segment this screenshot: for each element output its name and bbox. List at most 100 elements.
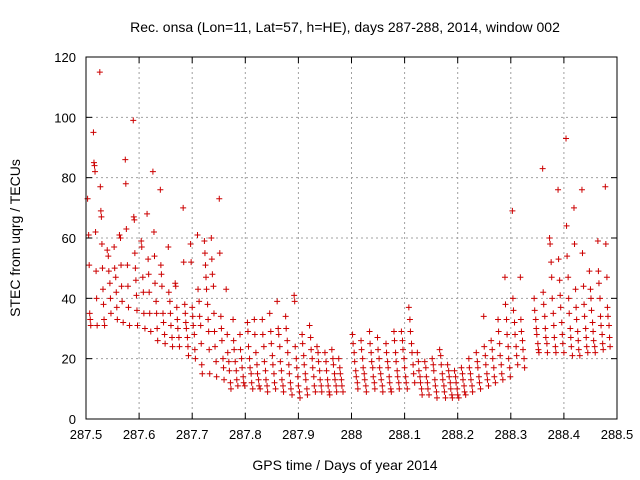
data-point xyxy=(563,222,570,229)
data-point xyxy=(489,355,496,362)
x-tick-label: 287.8 xyxy=(229,427,262,442)
data-point xyxy=(533,325,540,332)
data-point xyxy=(131,216,138,223)
data-point xyxy=(107,295,114,302)
data-point xyxy=(262,367,269,374)
data-point xyxy=(223,286,230,293)
data-point xyxy=(390,328,397,335)
data-point xyxy=(580,283,587,290)
data-point xyxy=(97,183,104,190)
data-point xyxy=(350,340,357,347)
data-point xyxy=(145,256,152,263)
data-point xyxy=(184,334,191,341)
data-point xyxy=(85,231,92,238)
data-point xyxy=(379,382,386,389)
data-point xyxy=(315,349,322,356)
data-point xyxy=(280,388,287,395)
data-point xyxy=(118,262,125,269)
data-point xyxy=(568,343,575,350)
data-point xyxy=(410,361,417,368)
data-point xyxy=(429,355,436,362)
data-point xyxy=(509,207,516,214)
data-point xyxy=(208,235,215,241)
data-point xyxy=(602,183,609,190)
data-point xyxy=(190,322,197,329)
data-point xyxy=(269,352,276,359)
data-point xyxy=(182,319,189,326)
x-tick-label: 287.7 xyxy=(176,427,209,442)
data-point xyxy=(444,361,451,368)
data-point xyxy=(359,355,366,362)
data-point xyxy=(105,253,112,260)
data-point xyxy=(409,349,416,356)
data-point xyxy=(594,238,601,245)
data-point xyxy=(278,376,285,383)
data-point xyxy=(330,361,337,368)
data-point xyxy=(401,355,408,362)
data-point xyxy=(532,316,539,323)
data-point xyxy=(99,265,106,272)
data-point xyxy=(368,349,375,356)
data-point xyxy=(572,286,579,293)
data-point xyxy=(600,346,607,353)
data-point xyxy=(363,388,370,395)
data-point xyxy=(575,346,582,353)
data-point xyxy=(161,331,168,338)
data-point xyxy=(557,304,564,311)
data-point xyxy=(465,355,472,362)
data-point xyxy=(422,364,429,371)
data-point xyxy=(597,295,604,302)
data-point xyxy=(387,385,394,392)
axis-ticks xyxy=(85,56,618,420)
data-point xyxy=(367,340,374,347)
data-point xyxy=(231,346,238,353)
data-point xyxy=(595,280,602,287)
data-point xyxy=(198,340,205,347)
data-point xyxy=(483,370,490,377)
data-point xyxy=(370,373,377,380)
data-point xyxy=(224,331,231,338)
data-point xyxy=(597,313,604,320)
data-point xyxy=(203,274,210,281)
data-point xyxy=(539,165,546,172)
data-point xyxy=(415,358,422,365)
data-point xyxy=(253,361,260,368)
data-point xyxy=(337,370,344,377)
data-point xyxy=(240,379,247,386)
data-point xyxy=(521,364,528,371)
data-point xyxy=(93,295,100,302)
data-point xyxy=(490,364,497,371)
data-point xyxy=(405,304,412,311)
data-point xyxy=(432,382,439,389)
data-point xyxy=(497,352,504,359)
data-point xyxy=(270,370,277,377)
data-point xyxy=(411,379,418,386)
data-point xyxy=(278,367,285,374)
data-point xyxy=(153,298,160,305)
data-point xyxy=(196,298,203,305)
data-point xyxy=(492,379,499,386)
data-point xyxy=(216,195,223,202)
data-point xyxy=(573,304,580,311)
data-point xyxy=(459,370,466,377)
data-point xyxy=(504,331,511,338)
data-point xyxy=(476,379,483,386)
data-point xyxy=(286,370,293,377)
data-point xyxy=(167,310,174,317)
data-point xyxy=(514,361,521,368)
data-point xyxy=(304,391,311,398)
data-point xyxy=(461,388,468,395)
data-point xyxy=(534,340,541,347)
data-point xyxy=(433,394,440,401)
data-point xyxy=(581,301,588,308)
data-point xyxy=(275,331,282,338)
data-point xyxy=(377,370,384,377)
data-point xyxy=(579,250,586,257)
data-point xyxy=(260,343,267,350)
data-point xyxy=(87,322,94,329)
data-point xyxy=(87,316,94,323)
data-point xyxy=(333,382,340,389)
data-point xyxy=(201,250,208,257)
data-point xyxy=(86,310,93,317)
data-point xyxy=(117,235,124,241)
